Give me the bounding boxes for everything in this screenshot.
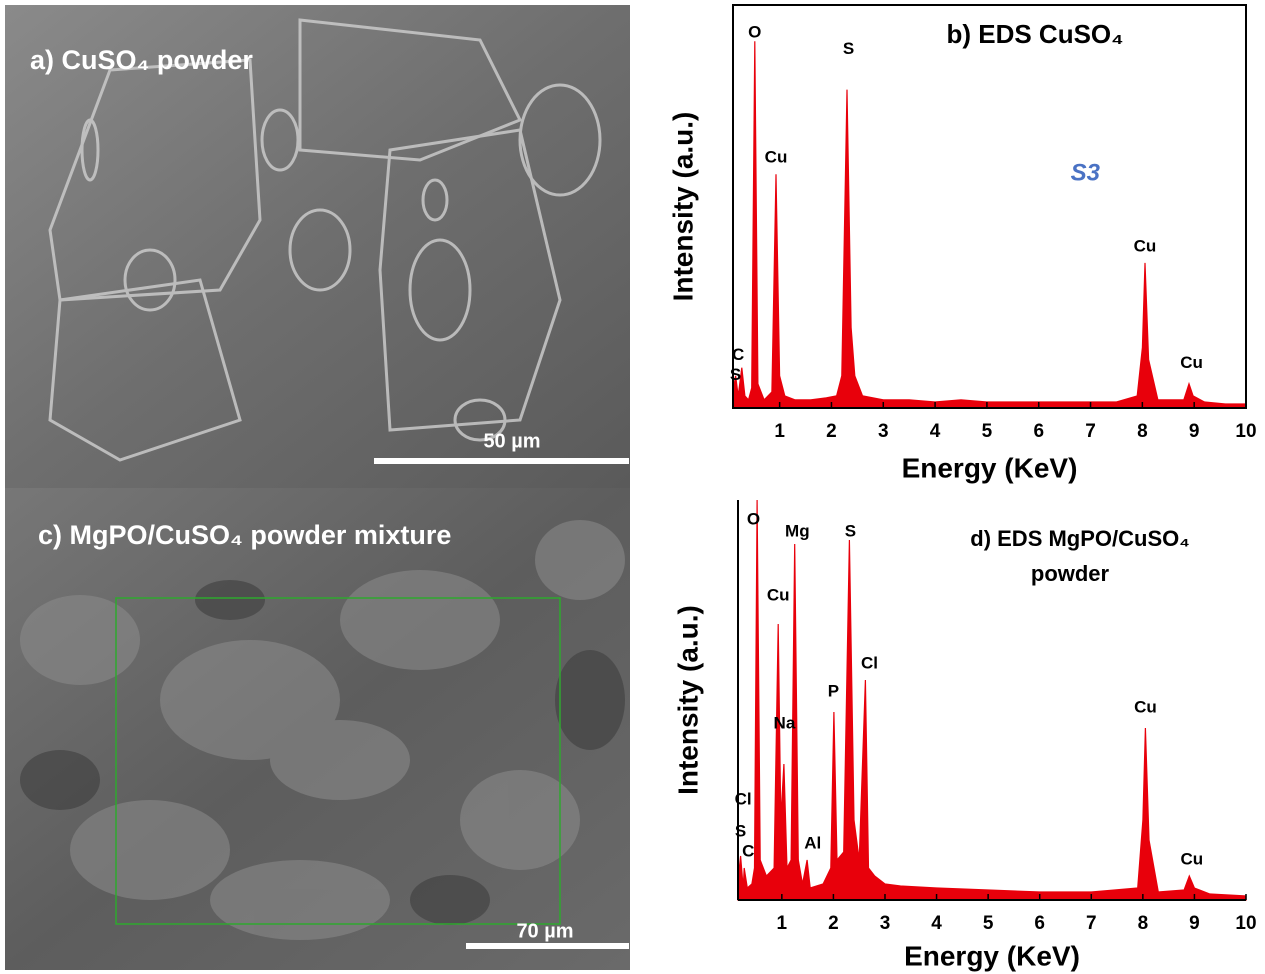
x-tick-label: 5	[983, 913, 994, 934]
x-axis-label: Energy (KeV)	[902, 452, 1078, 483]
sem-image-a: a) CuSO₄ powder 50 µm	[5, 5, 630, 488]
peak-label: Al	[804, 833, 821, 852]
x-tick-label: 3	[878, 421, 889, 442]
x-tick-label: 3	[880, 913, 891, 934]
peak-label: S	[845, 521, 856, 540]
x-tick-label: 5	[982, 421, 993, 442]
x-tick-label: 7	[1085, 421, 1096, 442]
peak-label: Cu	[1180, 353, 1203, 372]
x-tick-label: 4	[930, 421, 941, 442]
sample-label: S3	[1071, 160, 1101, 187]
peak-label: Cu	[765, 148, 788, 167]
x-tick-label: 2	[826, 421, 837, 442]
peak-label: Cu	[1134, 697, 1157, 716]
figure: a) CuSO₄ powder 50 µm c) MgPO/CuSO₄ powd…	[0, 0, 1265, 974]
peak-label: S	[730, 365, 741, 384]
chart-subtitle: powder	[1031, 561, 1110, 586]
peak-label: S	[735, 821, 746, 840]
peak-label: Mg	[785, 521, 810, 540]
peak-label: S	[843, 39, 854, 58]
plot-frame	[733, 5, 1246, 408]
peak-label: Cl	[735, 789, 752, 808]
x-tick-label: 10	[1235, 421, 1256, 442]
image-label: c) MgPO/CuSO₄ powder mixture	[38, 520, 451, 550]
x-tick-label: 4	[931, 913, 942, 934]
peak-label: Cu	[1134, 236, 1157, 255]
peak-label: Na	[774, 713, 796, 732]
spectrum-area	[733, 41, 1246, 408]
x-tick-label: 8	[1137, 421, 1148, 442]
x-tick-label: 1	[777, 913, 788, 934]
scale-bar-label: 50 µm	[483, 430, 540, 452]
peak-label: O	[748, 23, 761, 42]
x-tick-label: 9	[1189, 421, 1200, 442]
chart-title: d) EDS MgPO/CuSO₄	[970, 526, 1189, 551]
peak-label: Cu	[767, 585, 790, 604]
x-tick-label: 8	[1138, 913, 1149, 934]
x-tick-label: 1	[774, 421, 785, 442]
x-axis-label: Energy (KeV)	[904, 940, 1080, 971]
x-tick-label: 6	[1034, 913, 1045, 934]
y-axis-label: Intensity (a.u.)	[667, 112, 698, 302]
x-tick-label: 9	[1189, 913, 1200, 934]
peak-label: Cl	[861, 653, 878, 672]
scale-bar-label: 70 µm	[516, 920, 573, 942]
peak-label: P	[828, 681, 839, 700]
chart-title: b) EDS CuSO₄	[946, 19, 1123, 49]
peak-label: O	[747, 509, 760, 528]
x-tick-label: 7	[1086, 913, 1097, 934]
peak-label: C	[742, 841, 754, 860]
y-axis-label: Intensity (a.u.)	[672, 605, 703, 795]
x-tick-label: 2	[828, 913, 839, 934]
x-tick-label: 6	[1033, 421, 1044, 442]
x-tick-label: 10	[1235, 913, 1256, 934]
image-label: a) CuSO₄ powder	[30, 45, 253, 75]
peak-label: C	[732, 345, 744, 364]
peak-label: Cu	[1181, 849, 1204, 868]
sem-image-c: c) MgPO/CuSO₄ powder mixture 70 µm	[5, 488, 630, 970]
